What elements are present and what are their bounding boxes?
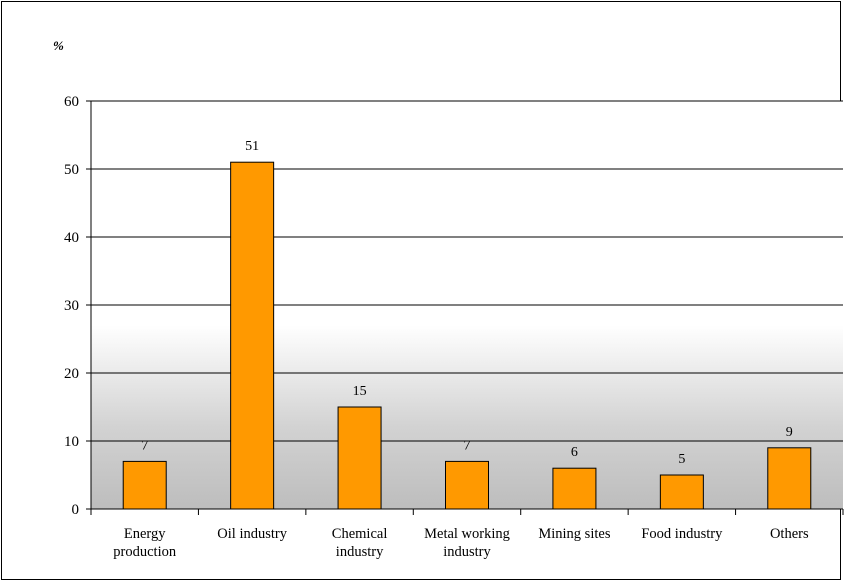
data-label: 5 bbox=[678, 452, 685, 467]
bar bbox=[659, 474, 704, 510]
y-axis-unit-label: % bbox=[53, 38, 64, 53]
y-tick-label: 10 bbox=[64, 434, 79, 450]
x-category-label: Chemical industry bbox=[332, 526, 388, 560]
axes-group bbox=[86, 100, 844, 515]
x-category-label: Oil industry bbox=[217, 526, 287, 542]
bar bbox=[122, 460, 167, 510]
labels-group: 0 10 20 30 40 50 60 7 Energy production 51 Oil indu… bbox=[64, 94, 809, 560]
data-label: 15 bbox=[353, 384, 367, 399]
bar bbox=[445, 460, 489, 510]
y-tick-label: 30 bbox=[64, 298, 79, 314]
x-category-label: Energy production bbox=[113, 526, 177, 560]
y-tick-label: 0 bbox=[72, 502, 80, 518]
bar bbox=[767, 447, 812, 510]
x-category-label: Food industry bbox=[641, 526, 723, 542]
bars-group bbox=[122, 161, 812, 510]
data-label: 9 bbox=[786, 425, 793, 440]
x-category-label: Others bbox=[770, 526, 809, 542]
bar bbox=[552, 467, 597, 510]
data-label: 7 bbox=[464, 438, 471, 453]
gridlines bbox=[91, 100, 843, 442]
bar bbox=[230, 161, 275, 510]
y-tick-label: 20 bbox=[64, 366, 79, 382]
x-category-label: Mining sites bbox=[538, 526, 610, 542]
y-tick-label: 50 bbox=[64, 162, 79, 178]
data-label: 7 bbox=[141, 438, 148, 453]
bar bbox=[337, 406, 382, 510]
y-tick-label: 60 bbox=[64, 94, 79, 110]
data-label: 6 bbox=[571, 445, 578, 460]
x-category-label: Metal working industry bbox=[424, 526, 510, 560]
y-tick-label: 40 bbox=[64, 230, 79, 246]
data-label: 51 bbox=[245, 139, 259, 154]
